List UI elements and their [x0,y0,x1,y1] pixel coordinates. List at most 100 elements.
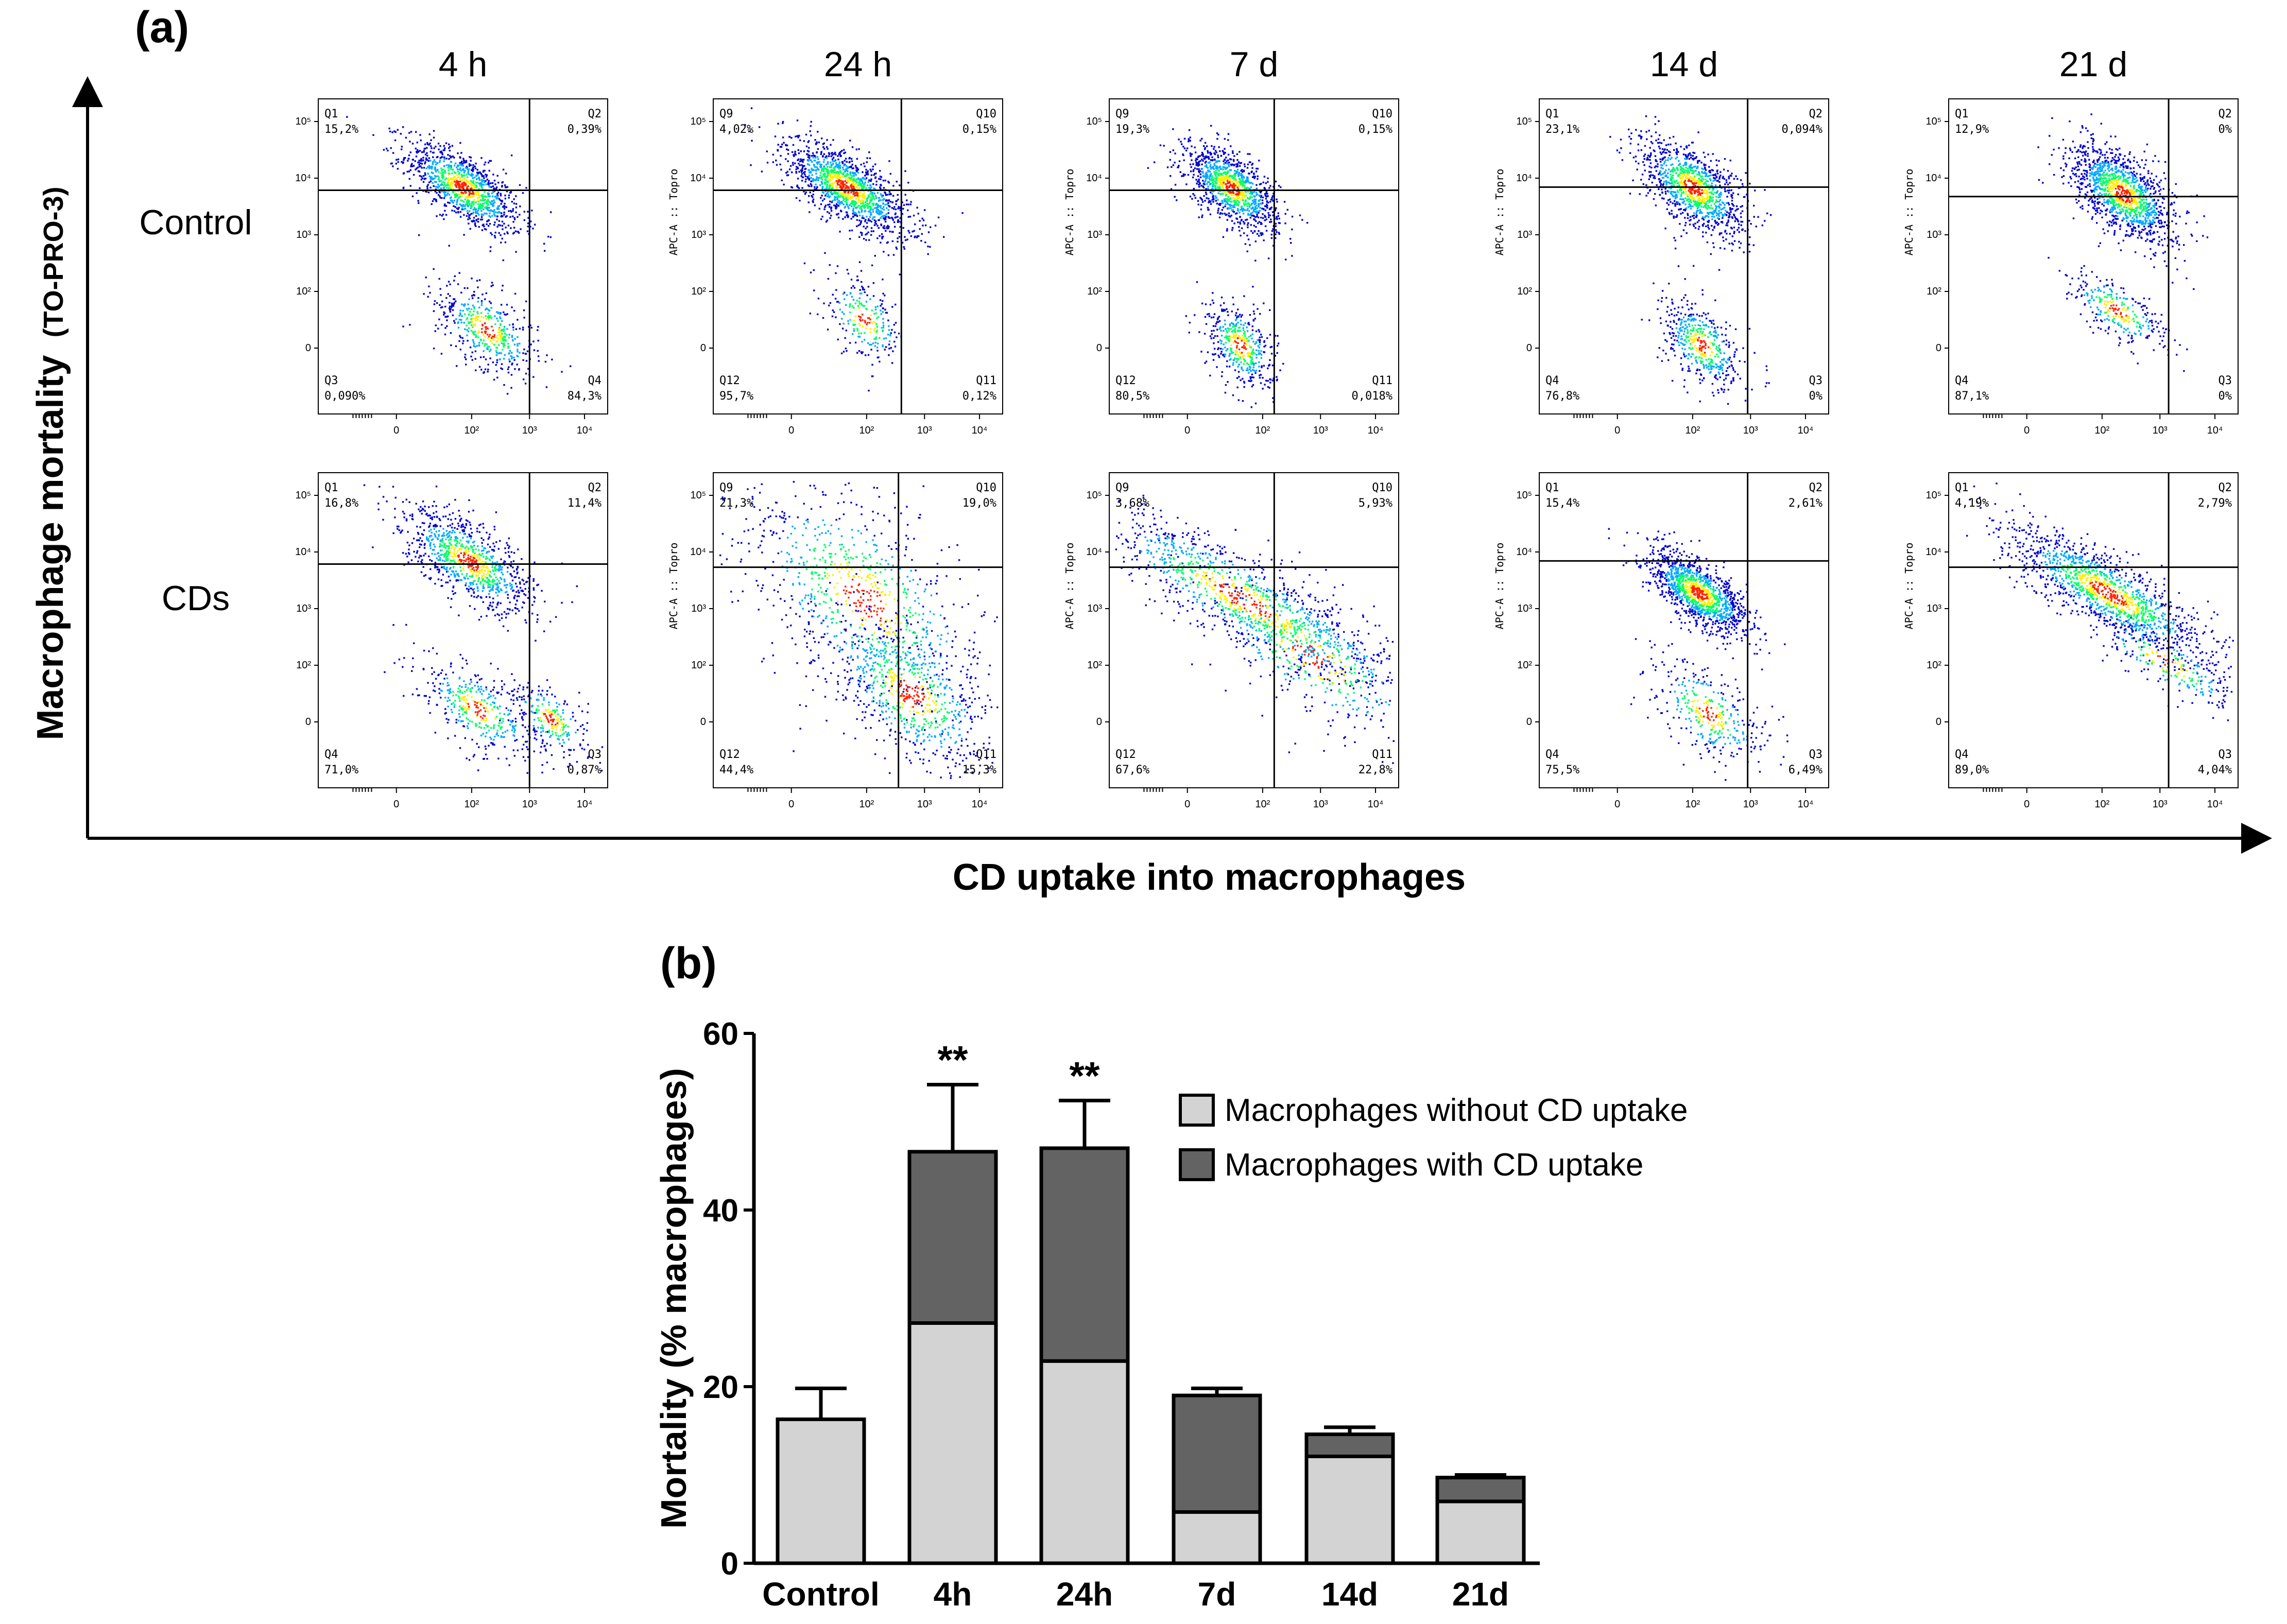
event-dot [466,324,468,326]
event-dot [464,353,467,356]
event-dot [1251,200,1254,202]
event-dot [1271,365,1274,367]
event-dot [1188,129,1191,131]
event-dot [1224,159,1226,161]
event-dot [1254,353,1256,355]
quadrant-name: Q3 [324,374,338,387]
event-dot [1769,214,1772,216]
event-dot [1198,171,1200,173]
event-dot [452,191,454,193]
event-dot [819,184,821,186]
event-dot [1220,340,1223,342]
event-dot [1236,200,1239,202]
event-dot [871,309,873,312]
event-dot [880,217,882,219]
event-dot [463,162,465,164]
event-dot [504,336,506,338]
event-dot [504,194,506,197]
event-dot [482,198,484,200]
event-dot [849,312,851,314]
event-dot [515,251,517,253]
event-dot [433,268,435,270]
event-dot [509,216,511,218]
event-dot [887,241,889,244]
event-dot [874,222,876,224]
event-dot [874,331,876,333]
event-dot [872,197,874,199]
event-dot [1233,188,1235,190]
event-dot [861,217,864,219]
event-dot [484,336,486,338]
event-dot [849,342,851,344]
event-dot [827,195,829,198]
event-dot [1228,338,1230,340]
event-dot [454,322,456,324]
event-dot [1205,323,1208,325]
event-dot [907,209,909,212]
event-dot [1234,357,1236,359]
event-dot [480,300,483,302]
quadrant-value: 0,15% [1359,123,1392,136]
event-dot [488,336,490,338]
event-dot [423,151,425,153]
event-dot [465,208,467,210]
event-dot [1254,371,1257,373]
event-dot [1166,166,1169,168]
event-dot [810,125,812,127]
event-dot [1255,220,1257,222]
event-dot [808,169,811,171]
event-dot [1253,202,1255,204]
event-dot [836,301,838,303]
event-dot [432,151,434,154]
event-dot [445,158,448,160]
event-dot [882,322,884,324]
event-dot [1241,191,1244,193]
event-dot [444,171,446,174]
event-dot [494,214,496,216]
event-dot [842,322,845,325]
event-dot [438,176,440,178]
event-dot [827,163,829,165]
event-dot [1226,200,1229,202]
event-dot [894,226,896,228]
event-dot [1228,161,1230,164]
event-dot [508,334,510,336]
event-dot [467,303,469,305]
event-dot [464,190,466,193]
event-dot [886,203,888,205]
event-dot [919,228,921,230]
event-dot [1253,209,1255,211]
event-dot [865,354,867,356]
event-dot [1209,170,1211,173]
event-dot [852,215,854,218]
event-dot [421,167,423,169]
event-dot [1265,192,1267,194]
event-dot [1263,208,1265,210]
event-dot [1243,163,1246,165]
event-dot [1263,340,1265,342]
event-dot [913,230,915,232]
event-dot [865,171,867,174]
event-dot [776,164,778,166]
event-dot [839,170,841,172]
event-dot [489,210,491,212]
event-dot [848,187,850,189]
event-dot [878,227,880,229]
event-dot [880,241,882,244]
event-dot [1216,335,1218,337]
event-dot [496,226,498,228]
event-dot [1249,153,1251,155]
event-dot [1241,335,1244,337]
event-dot [875,337,877,340]
event-dot [488,219,490,221]
event-dot [1236,197,1239,200]
event-dot [812,194,814,196]
event-dot [847,215,849,217]
event-dot [493,378,495,381]
event-dot [525,372,527,375]
event-dot [881,327,883,329]
event-dot [1224,323,1226,325]
event-dot [463,322,465,324]
event-dot [834,176,836,178]
event-dot [855,148,857,150]
